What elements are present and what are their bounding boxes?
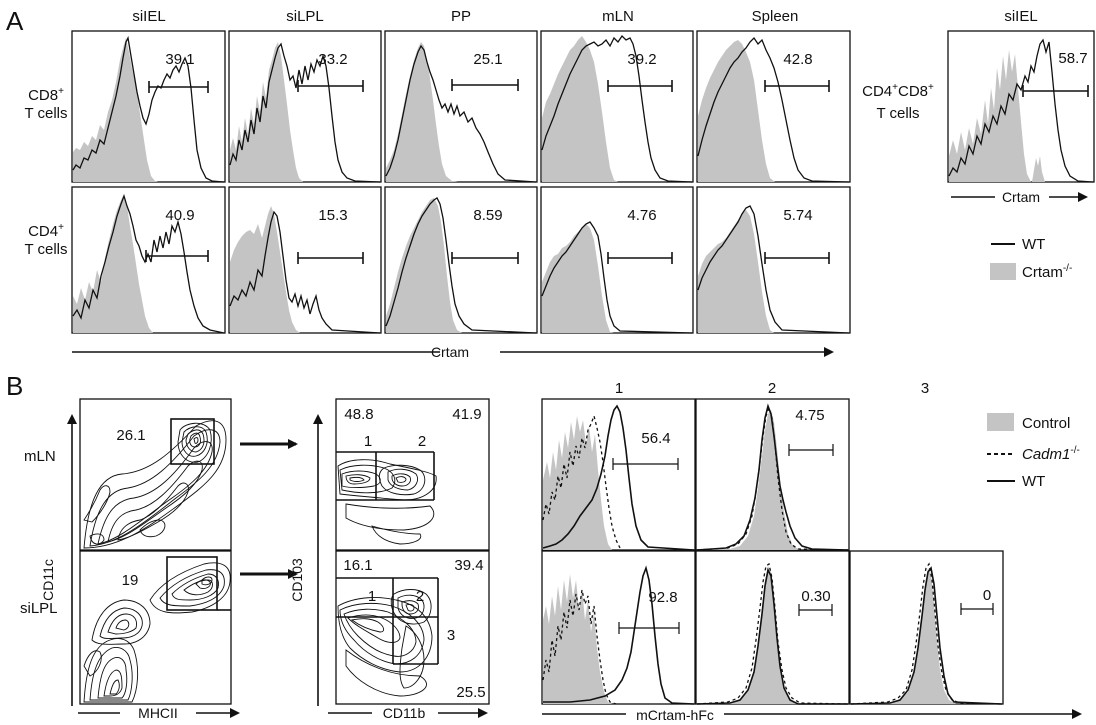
histogram-cd8-siiel bbox=[71, 30, 226, 183]
cd11c-axis-label: CD11c bbox=[40, 559, 56, 601]
gate-label-silpl-1: 1 bbox=[368, 588, 376, 605]
pct-dot2-mln-tl: 48.8 bbox=[344, 406, 373, 423]
gate-label-silpl-3: 3 bbox=[447, 627, 455, 644]
col-header-spleen: Spleen bbox=[752, 8, 799, 25]
gate-label-mln-2: 2 bbox=[418, 433, 426, 450]
pct-dot2-silpl-tr: 39.4 bbox=[454, 557, 483, 574]
histogram-silpl-gate1 bbox=[541, 550, 696, 705]
legend-ko-swatch bbox=[990, 263, 1016, 280]
col-header-silpl: siLPL bbox=[286, 8, 324, 25]
histogram-cd4-pp bbox=[384, 186, 538, 334]
row-label-cd4: CD4+ T cells bbox=[24, 222, 67, 258]
histogram-cd8-silpl bbox=[228, 30, 382, 183]
pct-hist-silpl-3: 0 bbox=[983, 587, 991, 604]
histogram-cd8-pp bbox=[384, 30, 538, 183]
gate-label-mln-1: 1 bbox=[364, 433, 372, 450]
histogram-mln-gate1 bbox=[541, 398, 696, 551]
col-header-pp: PP bbox=[451, 8, 471, 25]
row-label-cd8: CD8+ T cells bbox=[24, 86, 67, 122]
pct-cd8-spleen: 42.8 bbox=[783, 51, 812, 68]
histogram-silpl-gate3 bbox=[849, 550, 1004, 705]
pct-cd4-spleen: 5.74 bbox=[783, 207, 812, 224]
mhcii-axis-label: MHCII bbox=[138, 705, 178, 721]
col-header-siiel: siIEL bbox=[132, 8, 165, 25]
col-header-side-siiel: siIEL bbox=[1004, 8, 1037, 25]
legend-wt-label: WT bbox=[1022, 236, 1045, 253]
col-header-mln: mLN bbox=[602, 8, 634, 25]
pct-dot2-mln-tr: 41.9 bbox=[452, 406, 481, 423]
panel-letter-b: B bbox=[6, 371, 23, 401]
pct-cd8-siiel: 39.1 bbox=[165, 51, 194, 68]
histogram-cd4-spleen bbox=[696, 186, 851, 334]
hist-col-header-3: 3 bbox=[921, 380, 929, 397]
pct-hist-silpl-1: 92.8 bbox=[648, 589, 677, 606]
pct-cd8-pp: 25.1 bbox=[473, 51, 502, 68]
legend-wt-b-label: WT bbox=[1022, 473, 1045, 490]
dotplot-cd103-cd11b-silpl bbox=[335, 550, 490, 705]
cd103-axis-label: CD103 bbox=[289, 558, 305, 602]
side-crtam-axis-label: Crtam bbox=[1002, 189, 1040, 205]
histogram-cd4-mln bbox=[540, 186, 694, 334]
row-label-mln: mLN bbox=[24, 448, 56, 465]
histogram-mln-gate2 bbox=[695, 398, 850, 551]
pct-cd8-mln: 39.2 bbox=[627, 51, 656, 68]
percent-labels-a: 39.1 33.2 25.1 39.2 42.8 40.9 15.3 8.59 … bbox=[165, 50, 1087, 224]
crtam-axis-label: Crtam bbox=[431, 344, 469, 360]
pct-cd4-pp: 8.59 bbox=[473, 207, 502, 224]
pct-hist-mln-1: 56.4 bbox=[641, 430, 670, 447]
histogram-cd8-spleen bbox=[696, 30, 851, 183]
legend-b: Control Cadm1-/- WT bbox=[987, 413, 1080, 490]
dotplot-cd103-cd11b-mln bbox=[335, 398, 490, 551]
legend-a: WT Crtam-/- bbox=[990, 236, 1072, 281]
pct-cd4-siiel: 40.9 bbox=[165, 207, 194, 224]
pct-hist-mln-2: 4.75 bbox=[795, 407, 824, 424]
legend-ko-label: Crtam-/- bbox=[1022, 263, 1072, 281]
histogram-cd4-siiel bbox=[71, 186, 226, 334]
panel-letter-a: A bbox=[6, 6, 24, 36]
gate-pct-dot1-mln: 26.1 bbox=[116, 427, 145, 444]
col-headers-a: siIEL siLPL PP mLN Spleen siIEL bbox=[132, 8, 1037, 25]
pct-cd4cd8-siiel: 58.7 bbox=[1058, 50, 1087, 67]
pct-cd8-silpl: 33.2 bbox=[318, 51, 347, 68]
row-label-silpl: siLPL bbox=[20, 600, 58, 617]
pct-cd4-silpl: 15.3 bbox=[318, 207, 347, 224]
pct-dot2-silpl-tl: 16.1 bbox=[343, 557, 372, 574]
legend-control-swatch bbox=[987, 413, 1014, 431]
dotplot-cd11c-mhcii-mln bbox=[79, 398, 232, 551]
histogram-cd8-mln bbox=[540, 30, 694, 183]
hist-col-header-2: 2 bbox=[768, 380, 776, 397]
histogram-silpl-gate2 bbox=[695, 550, 850, 705]
hist-col-header-1: 1 bbox=[615, 380, 623, 397]
legend-control-label: Control bbox=[1022, 415, 1070, 432]
legend-cadm1-label: Cadm1-/- bbox=[1022, 445, 1080, 463]
pct-dot2-silpl-br: 25.5 bbox=[456, 684, 485, 701]
pct-cd4-mln: 4.76 bbox=[627, 207, 656, 224]
cd11b-axis-label: CD11b bbox=[383, 705, 426, 721]
row-label-cd4cd8: CD4+CD8+ T cells bbox=[862, 82, 934, 122]
histogram-cd4-silpl bbox=[228, 186, 382, 334]
dotplot-cd11c-mhcii-silpl bbox=[79, 550, 232, 705]
gate-pct-dot1-silpl: 19 bbox=[122, 572, 139, 589]
mcrtam-axis-label: mCrtam-hFc bbox=[636, 707, 714, 723]
histogram-cd4cd8-siiel bbox=[947, 30, 1095, 183]
pct-hist-silpl-2: 0.30 bbox=[801, 588, 830, 605]
gate-label-silpl-2: 2 bbox=[416, 588, 424, 605]
